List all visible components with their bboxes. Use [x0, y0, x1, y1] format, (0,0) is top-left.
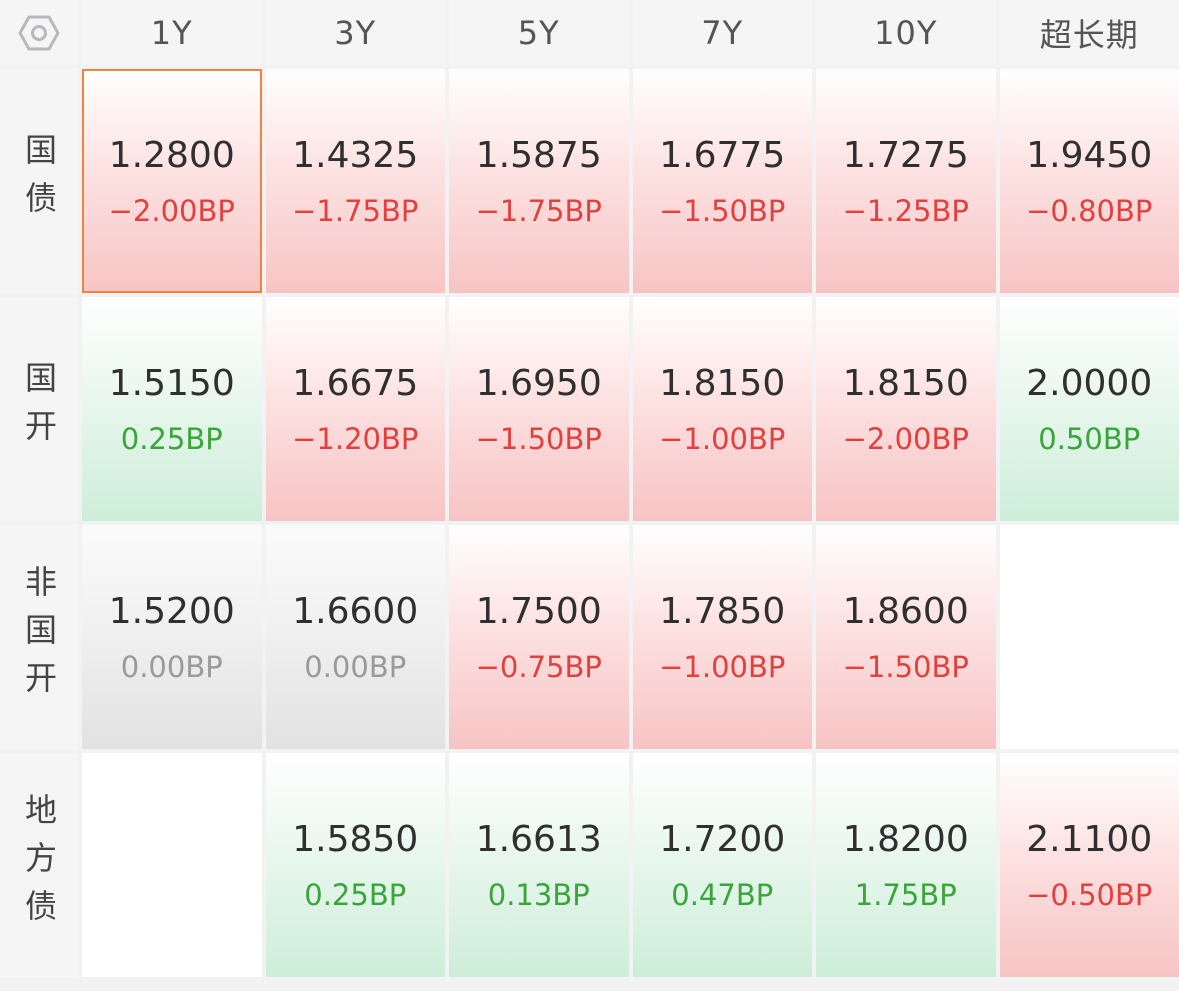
yield-rate: 1.6950 — [475, 362, 602, 404]
yield-cell — [82, 753, 262, 977]
yield-change-bp: −0.75BP — [475, 649, 602, 684]
column-header-5y[interactable]: 5Y — [449, 0, 629, 65]
yield-cell[interactable]: 1.6613 0.13BP — [449, 753, 629, 977]
yield-change-bp: −0.50BP — [1026, 877, 1153, 912]
row-header[interactable]: 地方债 — [0, 753, 78, 977]
yield-cell[interactable]: 2.1100 −0.50BP — [999, 753, 1179, 977]
yield-rate: 1.8600 — [842, 590, 969, 632]
yield-change-bp: −1.50BP — [842, 649, 969, 684]
yield-change-bp: −0.80BP — [1026, 193, 1153, 228]
yield-cell[interactable]: 1.8200 1.75BP — [816, 753, 996, 977]
yield-change-bp: −2.00BP — [108, 193, 235, 228]
yield-cell[interactable]: 1.7500 −0.75BP — [449, 525, 629, 749]
yield-change-bp: 0.00BP — [120, 649, 223, 684]
yield-cell — [999, 525, 1179, 749]
row-label: 国债 — [20, 133, 58, 229]
yield-rate: 2.0000 — [1026, 362, 1153, 404]
yield-cell[interactable]: 1.2800 −2.00BP — [82, 69, 262, 293]
settings-hex-icon — [18, 15, 60, 50]
yield-cell[interactable]: 1.8150 −2.00BP — [816, 297, 996, 521]
yield-change-bp: 1.75BP — [854, 877, 957, 912]
yield-change-bp: −2.00BP — [842, 421, 969, 456]
yield-change-bp: −1.00BP — [659, 649, 786, 684]
yield-cell[interactable]: 1.6775 −1.50BP — [632, 69, 812, 293]
yield-rate: 1.6600 — [292, 590, 419, 632]
yield-cell[interactable]: 1.8150 −1.00BP — [632, 297, 812, 521]
row-header[interactable]: 国开 — [0, 297, 78, 521]
yield-rate: 1.2800 — [108, 134, 235, 176]
yield-change-bp: 0.50BP — [1038, 421, 1141, 456]
yield-rate: 1.6675 — [292, 362, 419, 404]
yield-rate: 1.6613 — [475, 818, 602, 860]
yield-rate: 1.6775 — [659, 134, 786, 176]
yield-cell[interactable]: 1.7275 −1.25BP — [816, 69, 996, 293]
yield-rate: 1.5200 — [108, 590, 235, 632]
yield-cell[interactable]: 1.5850 0.25BP — [265, 753, 445, 977]
yield-change-bp: −1.25BP — [842, 193, 969, 228]
yield-cell[interactable]: 1.6675 −1.20BP — [265, 297, 445, 521]
yield-change-bp: 0.25BP — [120, 421, 223, 456]
settings-button[interactable] — [0, 0, 78, 65]
yield-rate: 1.8150 — [842, 362, 969, 404]
column-header-3y[interactable]: 3Y — [265, 0, 445, 65]
yield-rate: 1.5850 — [292, 818, 419, 860]
yield-rate: 1.8150 — [659, 362, 786, 404]
yield-change-bp: 0.13BP — [487, 877, 590, 912]
yield-cell[interactable]: 1.9450 −0.80BP — [999, 69, 1179, 293]
row-label: 国开 — [20, 361, 58, 457]
row-label: 地方债 — [20, 793, 58, 937]
yield-change-bp: 0.25BP — [304, 877, 407, 912]
yield-rate: 1.4325 — [292, 134, 419, 176]
yield-change-bp: −1.00BP — [659, 421, 786, 456]
row-label: 非国开 — [20, 565, 58, 709]
yield-cell[interactable]: 1.7850 −1.00BP — [632, 525, 812, 749]
yield-cell[interactable]: 1.5875 −1.75BP — [449, 69, 629, 293]
yield-rate: 1.7275 — [842, 134, 969, 176]
yield-change-bp: −1.75BP — [475, 193, 602, 228]
yield-rate: 1.7200 — [659, 818, 786, 860]
yield-cell[interactable]: 1.8600 −1.50BP — [816, 525, 996, 749]
yield-cell[interactable]: 1.7200 0.47BP — [632, 753, 812, 977]
yield-cell[interactable]: 1.5150 0.25BP — [82, 297, 262, 521]
yield-change-bp: −1.50BP — [475, 421, 602, 456]
yield-change-bp: 0.00BP — [304, 649, 407, 684]
yield-cell[interactable]: 1.4325 −1.75BP — [265, 69, 445, 293]
yield-rate: 1.5150 — [108, 362, 235, 404]
column-header-7y[interactable]: 7Y — [632, 0, 812, 65]
yield-change-bp: 0.47BP — [671, 877, 774, 912]
column-header-10y[interactable]: 10Y — [816, 0, 996, 65]
yield-cell[interactable]: 2.0000 0.50BP — [999, 297, 1179, 521]
yield-change-bp: −1.75BP — [292, 193, 419, 228]
yield-cell[interactable]: 1.6950 −1.50BP — [449, 297, 629, 521]
column-header-super-long[interactable]: 超长期 — [999, 0, 1179, 65]
row-header[interactable]: 非国开 — [0, 525, 78, 749]
yield-change-bp: −1.20BP — [292, 421, 419, 456]
yield-cell[interactable]: 1.6600 0.00BP — [265, 525, 445, 749]
yield-rate: 1.7500 — [475, 590, 602, 632]
yield-rate: 1.5875 — [475, 134, 602, 176]
yield-rate: 1.7850 — [659, 590, 786, 632]
yield-rate: 1.9450 — [1026, 134, 1153, 176]
row-header[interactable]: 国债 — [0, 69, 78, 293]
yield-rate: 2.1100 — [1026, 818, 1153, 860]
yield-change-bp: −1.50BP — [659, 193, 786, 228]
yield-rate: 1.8200 — [842, 818, 969, 860]
column-header-1y[interactable]: 1Y — [82, 0, 262, 65]
yield-cell[interactable]: 1.5200 0.00BP — [82, 525, 262, 749]
